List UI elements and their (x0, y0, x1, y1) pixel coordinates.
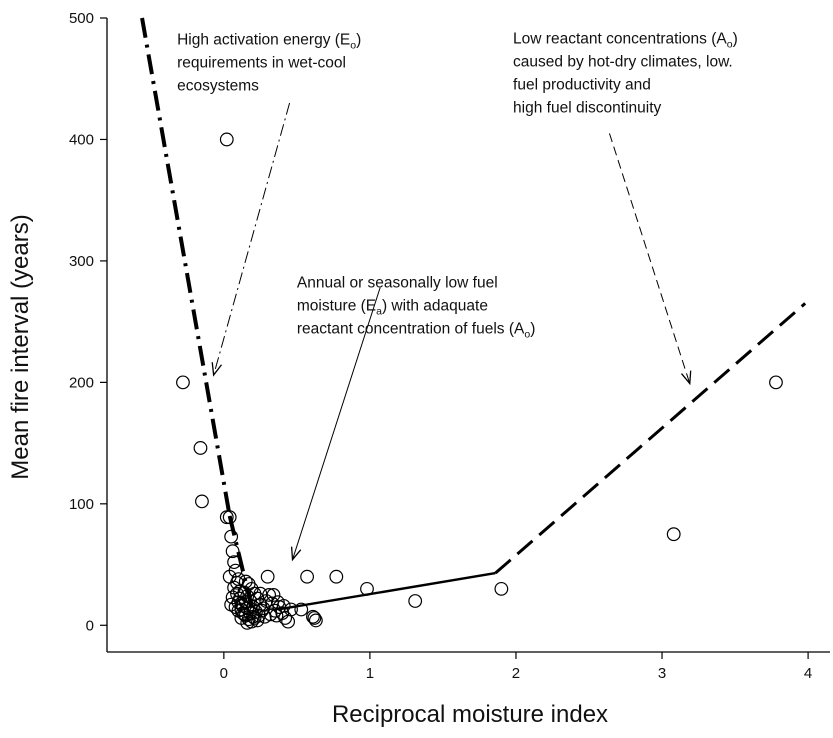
data-point (227, 555, 241, 570)
data-point (306, 609, 320, 624)
x-tick-label: 1 (366, 665, 374, 682)
data-point (176, 375, 190, 390)
y-tick-label: 100 (69, 496, 94, 513)
data-point (281, 614, 296, 629)
data-point (219, 132, 234, 147)
data-point (257, 609, 272, 624)
data-point (222, 510, 237, 525)
data-points (176, 132, 783, 630)
plot-frame (106, 18, 830, 653)
x-tick-label: 3 (658, 665, 666, 682)
annotation-line: moisture (Ea) with adaquate (297, 298, 488, 318)
annotation-line: caused by hot-dry climates, low. (513, 54, 733, 71)
data-point (262, 588, 277, 602)
annotation-line: Annual or seasonally low fuel (297, 275, 498, 292)
y-tick-label: 200 (69, 374, 94, 391)
data-point (360, 581, 374, 596)
data-point (219, 510, 234, 525)
data-point (284, 602, 298, 617)
fit-line-dash (494, 302, 807, 575)
data-point (269, 608, 284, 623)
data-point (666, 527, 681, 542)
arrow-shaft (292, 287, 381, 560)
data-point (294, 602, 309, 617)
data-point (769, 375, 783, 390)
annotation-line: reactant concentration of fuels (Ao) (297, 321, 535, 341)
arrow-shaft (608, 133, 691, 384)
arrow-head (680, 370, 692, 386)
data-point (329, 569, 344, 584)
x-axis-title: Reciprocal moisture index (332, 701, 608, 728)
y-tick-label: 0 (86, 617, 94, 634)
data-point (260, 569, 275, 584)
data-point (307, 611, 322, 625)
data-point (225, 590, 240, 605)
annotation-line: requirements in wet-cool (177, 55, 346, 72)
data-point (276, 598, 291, 613)
y-tick-label: 500 (69, 10, 94, 27)
data-point (278, 611, 293, 625)
data-point (225, 544, 240, 559)
arrow-shaft (213, 102, 291, 376)
data-point (250, 613, 265, 628)
axis-ticks: 0 1 2 3 4 0 100 200 300 400 500 (69, 10, 812, 682)
data-point (230, 575, 244, 590)
data-point (193, 441, 208, 455)
data-point (300, 569, 315, 584)
arrow-head (290, 546, 302, 562)
annotation-line: fuel productivity and (513, 77, 651, 94)
data-point (238, 574, 253, 589)
data-point (253, 586, 268, 601)
arrow-head (211, 362, 223, 377)
annotation-line: ecosystems (177, 78, 259, 95)
annotation-line: high fuel discontinuity (513, 100, 661, 117)
data-point (408, 594, 423, 608)
y-tick-label: 400 (69, 131, 94, 148)
data-point (224, 597, 239, 612)
data-point (266, 588, 281, 602)
annotations: High activation energy (Eo) requirements … (177, 31, 738, 341)
fit-line-solid (277, 571, 496, 611)
x-tick-label: 0 (220, 665, 228, 682)
y-tick-label: 300 (69, 253, 94, 270)
data-point (263, 607, 278, 622)
data-point (243, 606, 258, 621)
data-point (308, 613, 323, 628)
data-point (234, 611, 249, 625)
y-axis-title: Mean fire interval (years) (7, 214, 34, 479)
x-tick-label: 4 (804, 665, 812, 682)
annotation-line: High activation energy (Eo) (177, 32, 361, 52)
fit-line-dash-dot (140, 17, 232, 517)
data-point (224, 529, 239, 544)
annotation-line: Low reactant concentrations (Ao) (513, 31, 738, 51)
annotation-arrows (211, 102, 692, 562)
data-point (494, 581, 509, 596)
x-tick-label: 2 (512, 665, 520, 682)
data-point (195, 494, 209, 509)
